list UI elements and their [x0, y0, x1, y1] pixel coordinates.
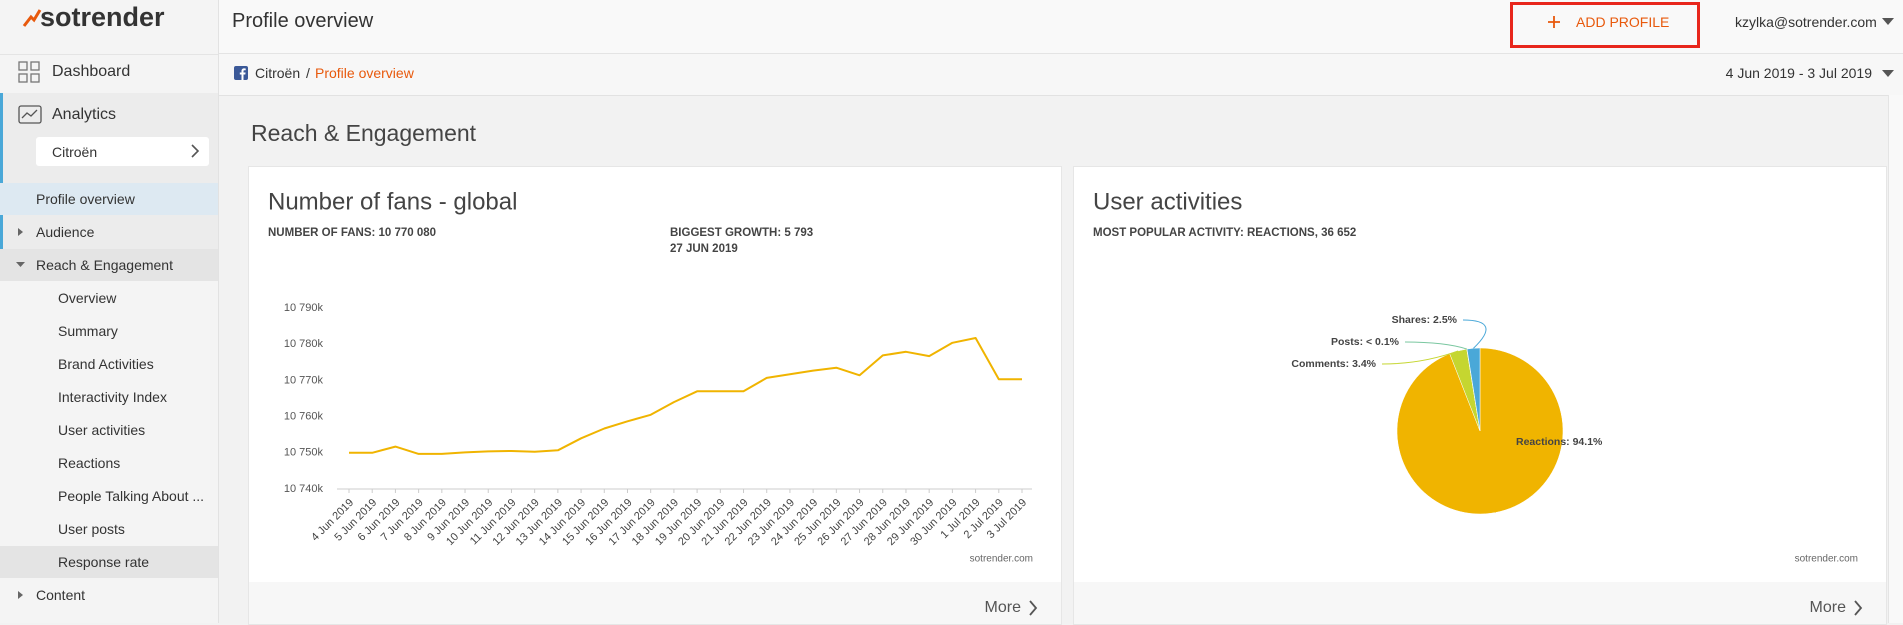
menu-item[interactable]: Audience	[36, 224, 95, 240]
facebook-icon	[234, 66, 248, 80]
menu-item[interactable]: Reactions	[58, 455, 121, 471]
chevron	[191, 144, 200, 158]
profile-name: Citroën	[52, 144, 98, 160]
more-link[interactable]: More	[1810, 599, 1847, 616]
menu-caret	[18, 591, 23, 599]
more-link[interactable]: More	[985, 599, 1022, 616]
scrollbar[interactable]	[1888, 95, 1903, 623]
logo: sotrender	[40, 2, 165, 32]
leader-line	[1404, 341, 1468, 350]
menu-highlight	[0, 546, 218, 578]
caret	[1882, 70, 1894, 77]
y-tick-label: 10 780k	[284, 338, 324, 350]
menu-caret	[16, 262, 25, 267]
menu-item[interactable]: People Talking About ...	[58, 488, 205, 504]
menu-item[interactable]: Content	[36, 587, 86, 603]
nav-dashboard[interactable]: Dashboard	[52, 63, 131, 80]
chart-annotation: MOST POPULAR ACTIVITY: REACTIONS, 36 652	[1093, 227, 1356, 239]
menu-highlight	[0, 249, 218, 281]
line-chart: Number of fans - global sotrender.com More…	[249, 188, 1061, 624]
chart-title: Number of fans - global	[268, 188, 517, 215]
nav-analytics[interactable]: Analytics	[52, 106, 117, 123]
data-label: Comments: 3.4%	[1291, 358, 1376, 370]
breadcrumb-bar	[219, 54, 1903, 96]
y-tick-label: 10 770k	[284, 374, 324, 386]
chart-card: User activities sotrender.com More MOST POP…	[1073, 166, 1887, 625]
fans-line	[349, 337, 1022, 455]
card-footer	[249, 582, 1061, 624]
data-label: Posts: < 0.1%	[1331, 336, 1400, 348]
logo-icon	[22, 9, 42, 27]
date-range[interactable]: 4 Jun 2019 - 3 Jul 2019	[1725, 65, 1872, 81]
menu-highlight	[0, 183, 218, 215]
menu-item[interactable]: Profile overview	[36, 191, 135, 207]
breadcrumb-current: Profile overview	[315, 65, 414, 81]
menu-item[interactable]: Summary	[58, 323, 118, 339]
leader-line	[1462, 319, 1487, 349]
breadcrumb-separator: /	[306, 65, 310, 81]
menu-item[interactable]: Reach & Engagement	[36, 257, 173, 273]
menu-item[interactable]: Interactivity Index	[58, 389, 167, 405]
chart-annotation: 27 JUN 2019	[670, 243, 738, 255]
pie-chart: User activities sotrender.com More MOST POP…	[1074, 188, 1886, 624]
leader-line	[1381, 350, 1459, 365]
chart-annotation: NUMBER OF FANS: 10 770 080	[268, 227, 436, 239]
menu-item[interactable]: User posts	[58, 521, 125, 537]
sidebar: sotrender Dashboard Analytics Citroën Pr…	[0, 0, 219, 623]
add-profile-button[interactable]	[1510, 2, 1700, 48]
menu-item[interactable]: Response rate	[58, 554, 150, 570]
more-chevron	[1854, 600, 1863, 616]
caret	[1882, 18, 1894, 25]
leader-line	[1494, 441, 1507, 513]
dashboard-icon	[18, 61, 40, 83]
y-tick-label: 10 760k	[284, 411, 324, 423]
menu-caret	[18, 228, 23, 236]
breadcrumb-profile[interactable]: Citroën	[255, 65, 301, 81]
pie-slice	[1466, 347, 1481, 432]
chart-source: sotrender.com	[970, 554, 1033, 565]
card-footer	[1074, 582, 1886, 624]
section-title: Reach & Engagement	[251, 120, 477, 146]
nav-row[interactable]	[0, 54, 218, 93]
y-tick-label: 10 790k	[284, 302, 324, 314]
chart-card: Number of fans - global sotrender.com More…	[248, 166, 1062, 625]
profile-select[interactable]	[36, 137, 209, 166]
add-profile-label[interactable]: ADD PROFILE	[1576, 14, 1670, 30]
user-email[interactable]: kzylka@sotrender.com	[1735, 14, 1877, 30]
data-label: Reactions: 94.1%	[1516, 436, 1603, 448]
chart-title: User activities	[1093, 188, 1242, 215]
analytics-icon	[18, 105, 42, 124]
plus-icon	[1548, 16, 1560, 28]
more-chevron	[1029, 600, 1038, 616]
page-title: Profile overview	[232, 10, 374, 32]
chart-source: sotrender.com	[1795, 554, 1858, 565]
menu-item[interactable]: Brand Activities	[58, 356, 154, 372]
data-label: Shares: 2.5%	[1392, 314, 1458, 326]
menu-item[interactable]: Overview	[58, 290, 117, 306]
menu-item[interactable]: User activities	[58, 422, 146, 438]
y-tick-label: 10 740k	[284, 483, 324, 495]
y-tick-label: 10 750k	[284, 447, 324, 459]
chart-annotation: BIGGEST GROWTH: 5 793	[670, 227, 813, 239]
